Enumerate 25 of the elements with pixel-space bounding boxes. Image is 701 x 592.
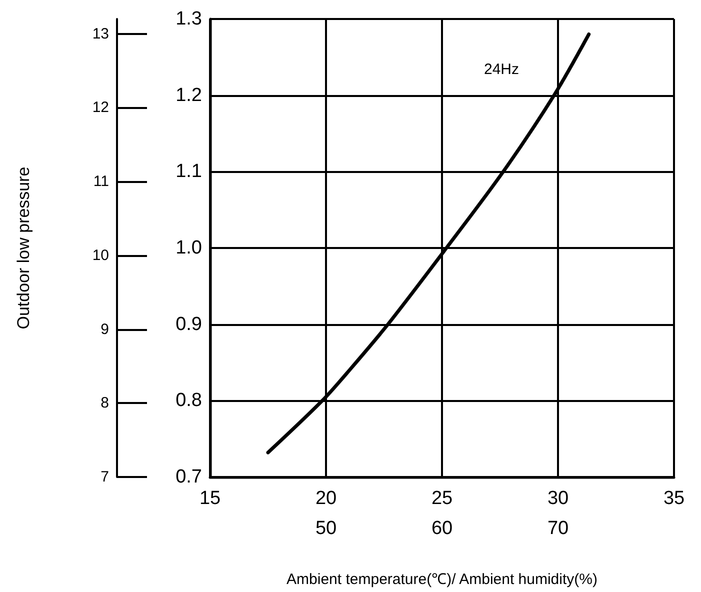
x2-tick-label: 70 (547, 518, 569, 539)
y2-axis-title: Outdoor low pressure (14, 166, 33, 330)
annotation: 24Hz (484, 61, 520, 78)
y-tick-label: 1.3 (176, 8, 202, 30)
x-tick-label: 15 (199, 488, 221, 509)
y-tick-label: 0.8 (176, 390, 202, 412)
y2-tick-label: 10 (92, 246, 109, 264)
y-tick-label: 0.7 (176, 466, 202, 488)
x-tick-label: 35 (663, 488, 685, 509)
x-tick-label: 30 (547, 488, 569, 509)
y2-tick-label: 13 (92, 25, 109, 42)
y2-tick-label: 7 (100, 468, 109, 486)
y-tick-label: 1.0 (176, 238, 202, 258)
x-tick-label: 20 (315, 488, 337, 509)
y-tick-label: 1.2 (176, 84, 202, 106)
x-tick-label: 25 (431, 488, 453, 509)
y2-tick-label: 11 (93, 173, 109, 190)
x2-tick-label: 60 (431, 518, 453, 539)
x-axis-title: Ambient temperature(℃)/ Ambient humidity(%) (286, 571, 598, 588)
x2-tick-label: 50 (315, 518, 337, 539)
y2-tick-label: 9 (100, 320, 109, 338)
y2-tick-label: 8 (100, 394, 109, 412)
y-tick-label: 0.9 (176, 314, 202, 335)
y-tick-label: 1.1 (176, 161, 202, 182)
y2-tick-label: 12 (92, 99, 109, 116)
